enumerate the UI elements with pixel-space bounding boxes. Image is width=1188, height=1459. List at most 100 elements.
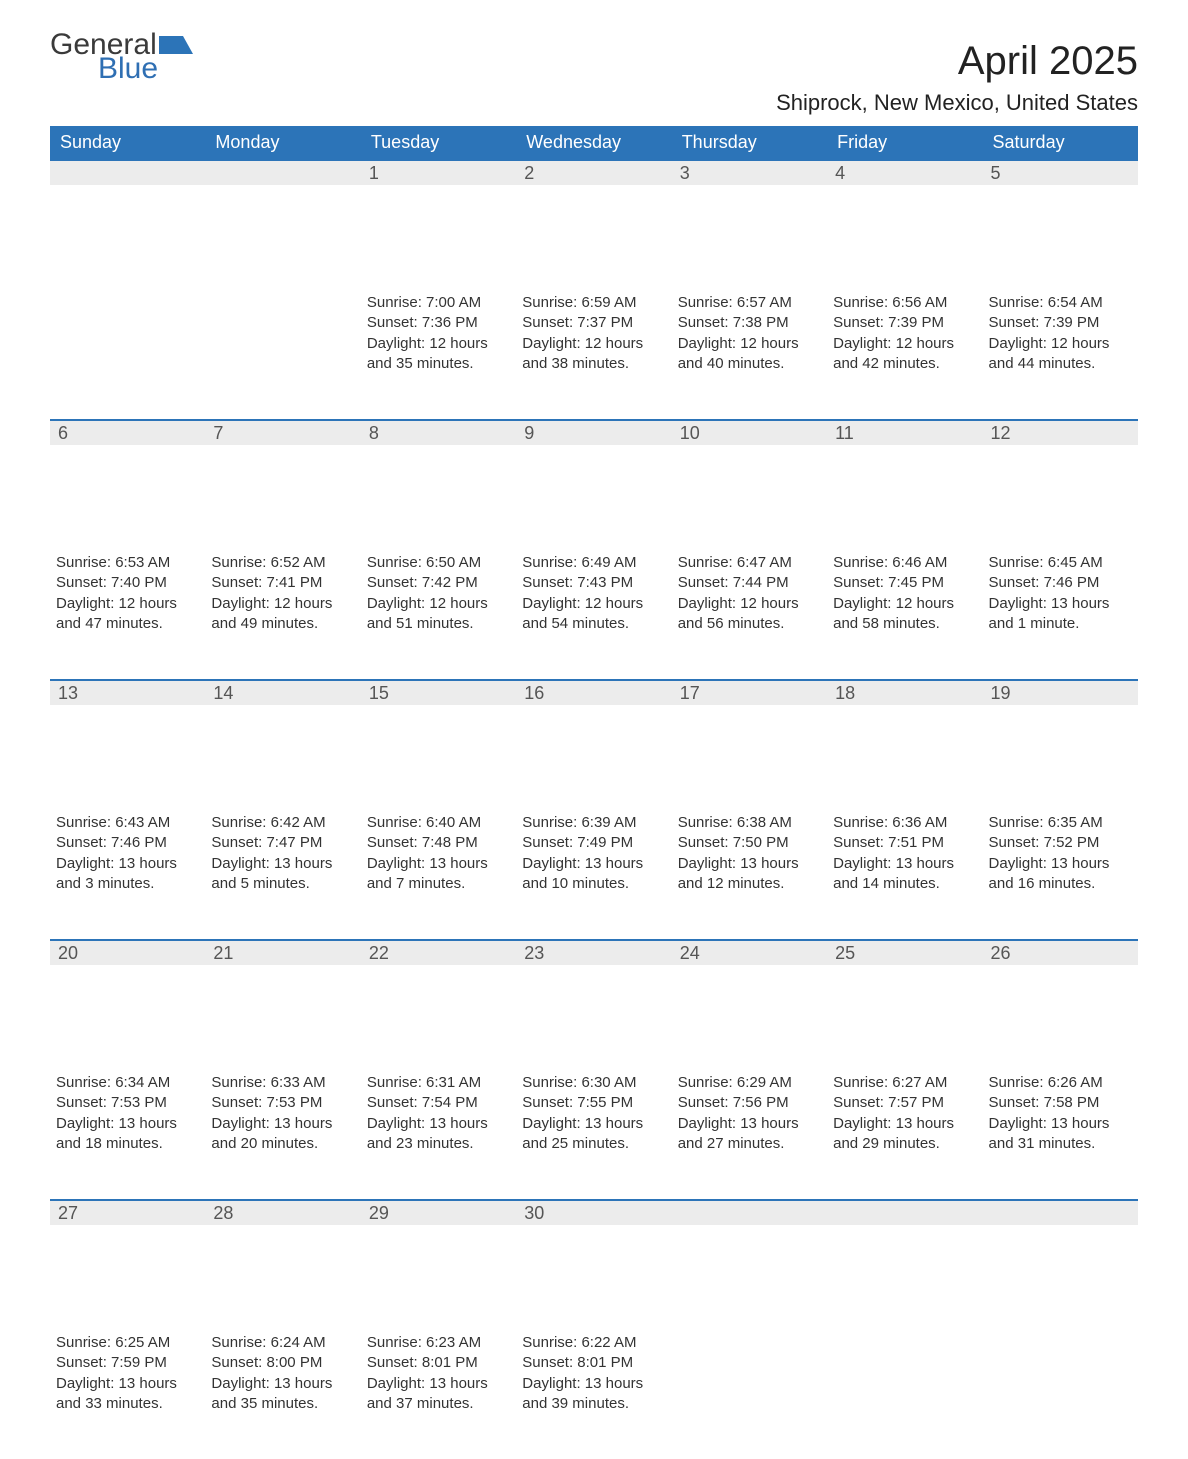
day-content-cell: Sunrise: 6:59 AMSunset: 7:37 PMDaylight:… bbox=[516, 289, 671, 419]
sunset-text: Sunset: 7:46 PM bbox=[989, 573, 1132, 593]
day-number-cell bbox=[827, 1199, 982, 1329]
day-content: Sunrise: 6:46 AMSunset: 7:45 PMDaylight:… bbox=[827, 549, 982, 638]
daylight-text: Daylight: 13 hours and 16 minutes. bbox=[989, 854, 1132, 895]
sunset-text: Sunset: 7:39 PM bbox=[833, 313, 976, 333]
day-content: Sunrise: 6:26 AMSunset: 7:58 PMDaylight:… bbox=[983, 1069, 1138, 1158]
sunset-text: Sunset: 8:00 PM bbox=[211, 1353, 354, 1373]
day-content-cell: Sunrise: 6:39 AMSunset: 7:49 PMDaylight:… bbox=[516, 809, 671, 939]
daylight-text: Daylight: 13 hours and 20 minutes. bbox=[211, 1114, 354, 1155]
day-number: 28 bbox=[205, 1199, 360, 1225]
sunset-text: Sunset: 7:57 PM bbox=[833, 1093, 976, 1113]
sunset-text: Sunset: 7:59 PM bbox=[56, 1353, 199, 1373]
daylight-text: Daylight: 13 hours and 10 minutes. bbox=[522, 854, 665, 895]
day-content-cell: Sunrise: 6:52 AMSunset: 7:41 PMDaylight:… bbox=[205, 549, 360, 679]
day-number: 6 bbox=[50, 419, 205, 445]
day-content-cell: Sunrise: 6:56 AMSunset: 7:39 PMDaylight:… bbox=[827, 289, 982, 419]
weekday-header: Sunday bbox=[50, 126, 205, 159]
day-content: Sunrise: 6:49 AMSunset: 7:43 PMDaylight:… bbox=[516, 549, 671, 638]
day-content-cell: Sunrise: 6:33 AMSunset: 7:53 PMDaylight:… bbox=[205, 1069, 360, 1199]
day-content bbox=[50, 289, 205, 297]
sunrise-text: Sunrise: 7:00 AM bbox=[367, 293, 510, 313]
day-number bbox=[983, 1199, 1138, 1225]
day-content: Sunrise: 6:53 AMSunset: 7:40 PMDaylight:… bbox=[50, 549, 205, 638]
day-number: 7 bbox=[205, 419, 360, 445]
day-number-cell: 6 bbox=[50, 419, 205, 549]
daylight-text: Daylight: 13 hours and 7 minutes. bbox=[367, 854, 510, 895]
day-content: Sunrise: 6:54 AMSunset: 7:39 PMDaylight:… bbox=[983, 289, 1138, 378]
day-number: 21 bbox=[205, 939, 360, 965]
day-number-cell bbox=[50, 159, 205, 289]
day-content bbox=[983, 1329, 1138, 1337]
day-content-cell: Sunrise: 6:24 AMSunset: 8:00 PMDaylight:… bbox=[205, 1329, 360, 1459]
day-number: 14 bbox=[205, 679, 360, 705]
sunset-text: Sunset: 7:48 PM bbox=[367, 833, 510, 853]
day-number-cell: 12 bbox=[983, 419, 1138, 549]
day-content: Sunrise: 6:27 AMSunset: 7:57 PMDaylight:… bbox=[827, 1069, 982, 1158]
daylight-text: Daylight: 12 hours and 58 minutes. bbox=[833, 594, 976, 635]
day-number-cell: 8 bbox=[361, 419, 516, 549]
day-number-cell: 21 bbox=[205, 939, 360, 1069]
day-number: 15 bbox=[361, 679, 516, 705]
week-daynum-row: 12345 bbox=[50, 159, 1138, 289]
day-content: Sunrise: 6:39 AMSunset: 7:49 PMDaylight:… bbox=[516, 809, 671, 898]
day-number-cell bbox=[983, 1199, 1138, 1329]
day-number: 8 bbox=[361, 419, 516, 445]
weekday-header: Friday bbox=[827, 126, 982, 159]
day-number-cell: 5 bbox=[983, 159, 1138, 289]
day-content: Sunrise: 6:23 AMSunset: 8:01 PMDaylight:… bbox=[361, 1329, 516, 1418]
day-number: 17 bbox=[672, 679, 827, 705]
sunset-text: Sunset: 7:42 PM bbox=[367, 573, 510, 593]
sunrise-text: Sunrise: 6:59 AM bbox=[522, 293, 665, 313]
daylight-text: Daylight: 13 hours and 25 minutes. bbox=[522, 1114, 665, 1155]
week-content-row: Sunrise: 6:53 AMSunset: 7:40 PMDaylight:… bbox=[50, 549, 1138, 679]
sunrise-text: Sunrise: 6:23 AM bbox=[367, 1333, 510, 1353]
day-content-cell: Sunrise: 6:40 AMSunset: 7:48 PMDaylight:… bbox=[361, 809, 516, 939]
day-content-cell: Sunrise: 6:22 AMSunset: 8:01 PMDaylight:… bbox=[516, 1329, 671, 1459]
day-number: 10 bbox=[672, 419, 827, 445]
day-number-cell: 23 bbox=[516, 939, 671, 1069]
day-content-cell: Sunrise: 6:54 AMSunset: 7:39 PMDaylight:… bbox=[983, 289, 1138, 419]
day-content-cell: Sunrise: 6:47 AMSunset: 7:44 PMDaylight:… bbox=[672, 549, 827, 679]
day-content: Sunrise: 7:00 AMSunset: 7:36 PMDaylight:… bbox=[361, 289, 516, 378]
sunrise-text: Sunrise: 6:33 AM bbox=[211, 1073, 354, 1093]
sunset-text: Sunset: 7:43 PM bbox=[522, 573, 665, 593]
sunset-text: Sunset: 7:51 PM bbox=[833, 833, 976, 853]
day-content-cell bbox=[672, 1329, 827, 1459]
calendar-body: 12345Sunrise: 7:00 AMSunset: 7:36 PMDayl… bbox=[50, 159, 1138, 1459]
day-number: 20 bbox=[50, 939, 205, 965]
daylight-text: Daylight: 13 hours and 23 minutes. bbox=[367, 1114, 510, 1155]
daylight-text: Daylight: 13 hours and 1 minute. bbox=[989, 594, 1132, 635]
day-number-cell: 27 bbox=[50, 1199, 205, 1329]
day-number: 23 bbox=[516, 939, 671, 965]
daylight-text: Daylight: 12 hours and 40 minutes. bbox=[678, 334, 821, 375]
day-number: 2 bbox=[516, 159, 671, 185]
location-subtitle: Shiprock, New Mexico, United States bbox=[50, 90, 1138, 116]
sunrise-text: Sunrise: 6:47 AM bbox=[678, 553, 821, 573]
day-content-cell: Sunrise: 6:27 AMSunset: 7:57 PMDaylight:… bbox=[827, 1069, 982, 1199]
day-content: Sunrise: 6:36 AMSunset: 7:51 PMDaylight:… bbox=[827, 809, 982, 898]
day-content-cell bbox=[50, 289, 205, 419]
day-number-cell: 26 bbox=[983, 939, 1138, 1069]
day-content-cell: Sunrise: 6:50 AMSunset: 7:42 PMDaylight:… bbox=[361, 549, 516, 679]
sunset-text: Sunset: 7:58 PM bbox=[989, 1093, 1132, 1113]
day-number-cell: 15 bbox=[361, 679, 516, 809]
day-content: Sunrise: 6:34 AMSunset: 7:53 PMDaylight:… bbox=[50, 1069, 205, 1158]
day-number-cell: 30 bbox=[516, 1199, 671, 1329]
day-content: Sunrise: 6:38 AMSunset: 7:50 PMDaylight:… bbox=[672, 809, 827, 898]
day-number-cell: 2 bbox=[516, 159, 671, 289]
sunrise-text: Sunrise: 6:56 AM bbox=[833, 293, 976, 313]
sunrise-text: Sunrise: 6:26 AM bbox=[989, 1073, 1132, 1093]
sunset-text: Sunset: 7:46 PM bbox=[56, 833, 199, 853]
sunrise-text: Sunrise: 6:57 AM bbox=[678, 293, 821, 313]
sunset-text: Sunset: 7:45 PM bbox=[833, 573, 976, 593]
daylight-text: Daylight: 13 hours and 37 minutes. bbox=[367, 1374, 510, 1415]
day-number-cell: 20 bbox=[50, 939, 205, 1069]
day-number: 25 bbox=[827, 939, 982, 965]
sunset-text: Sunset: 7:52 PM bbox=[989, 833, 1132, 853]
day-content: Sunrise: 6:56 AMSunset: 7:39 PMDaylight:… bbox=[827, 289, 982, 378]
day-content: Sunrise: 6:47 AMSunset: 7:44 PMDaylight:… bbox=[672, 549, 827, 638]
day-content-cell: Sunrise: 6:23 AMSunset: 8:01 PMDaylight:… bbox=[361, 1329, 516, 1459]
day-content-cell: Sunrise: 6:26 AMSunset: 7:58 PMDaylight:… bbox=[983, 1069, 1138, 1199]
day-number: 3 bbox=[672, 159, 827, 185]
day-content: Sunrise: 6:59 AMSunset: 7:37 PMDaylight:… bbox=[516, 289, 671, 378]
